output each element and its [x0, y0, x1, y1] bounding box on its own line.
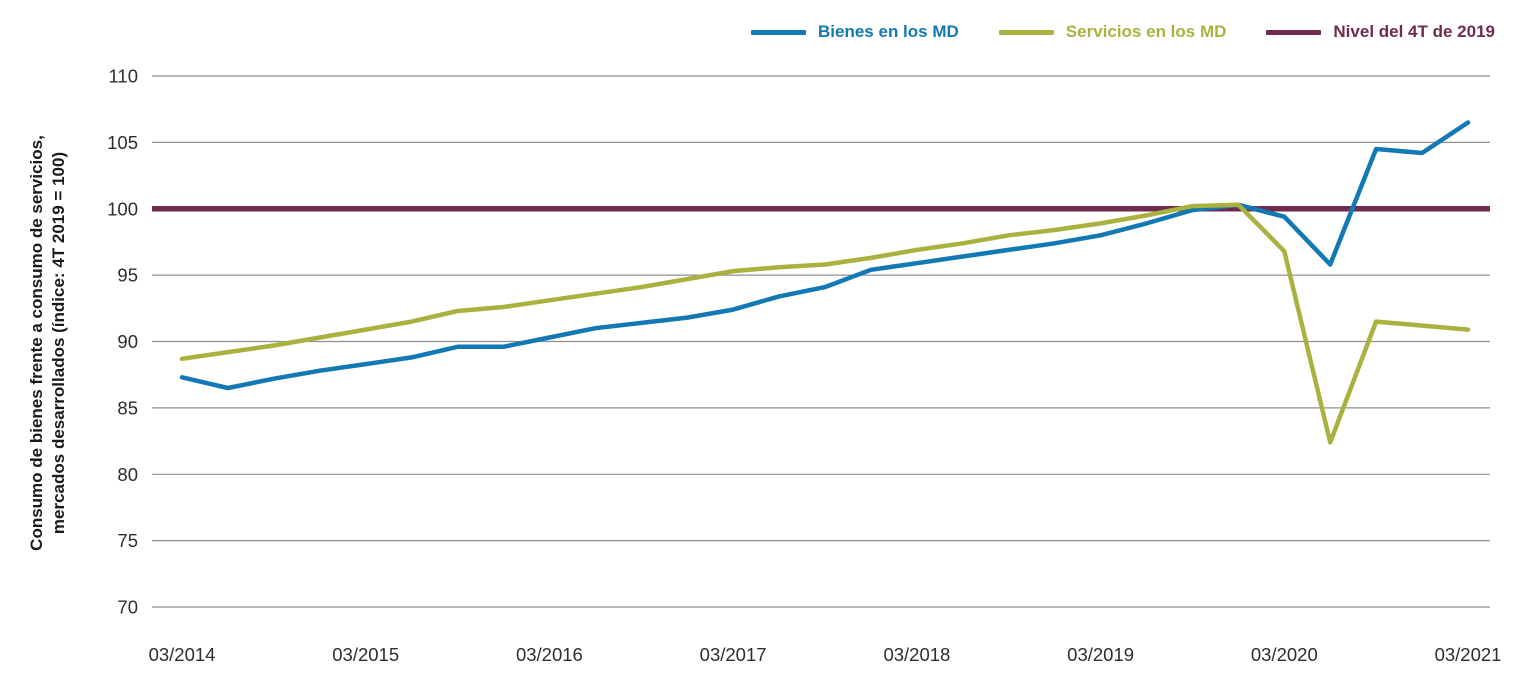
legend-swatch-nivel	[1266, 29, 1322, 35]
legend-swatch-bienes	[751, 29, 807, 35]
y-tick-label: 100	[107, 198, 138, 219]
y-tick-label: 85	[117, 397, 138, 418]
legend-swatch-servicios	[998, 29, 1054, 35]
legend-label-bienes: Bienes en los MD	[818, 22, 959, 41]
legend-label-nivel: Nivel del 4T de 2019	[1333, 22, 1495, 41]
series-line-bienes	[179, 120, 1471, 391]
x-tick-label: 03/2014	[149, 644, 216, 665]
x-tick-label: 03/2016	[516, 644, 583, 665]
legend-item-bienes: Bienes en los MD	[751, 22, 959, 42]
legend-label-servicios: Servicios en los MD	[1065, 22, 1227, 41]
legend: Bienes en los MD Servicios en los MD Niv…	[751, 22, 1495, 42]
y-tick-label: 75	[117, 530, 138, 551]
y-tick-label: 110	[109, 66, 139, 87]
x-tick-label: 03/2019	[1067, 644, 1134, 665]
legend-item-nivel: Nivel del 4T de 2019	[1266, 22, 1495, 42]
y-tick-label: 95	[117, 265, 138, 286]
y-tick-label: 105	[107, 132, 138, 153]
y-axis-title-line1: Consumo de bienes frente a consumo de se…	[26, 135, 46, 551]
x-tick-label: 03/2020	[1251, 644, 1318, 665]
x-tick-label: 03/2021	[1435, 644, 1502, 665]
y-tick-label: 70	[117, 597, 138, 618]
y-tick-label: 90	[117, 331, 138, 352]
y-axis-title: Consumo de bienes frente a consumo de se…	[26, 135, 70, 551]
y-tick-label: 80	[117, 464, 138, 485]
series-line-servicios	[179, 202, 1471, 445]
x-tick-label: 03/2018	[883, 644, 950, 665]
x-tick-label: 03/2017	[700, 644, 767, 665]
x-tick-label: 03/2015	[332, 644, 399, 665]
y-axis-title-line2: mercados desarrollados (índice: 4T 2019 …	[49, 151, 68, 535]
legend-item-servicios: Servicios en los MD	[998, 22, 1227, 42]
